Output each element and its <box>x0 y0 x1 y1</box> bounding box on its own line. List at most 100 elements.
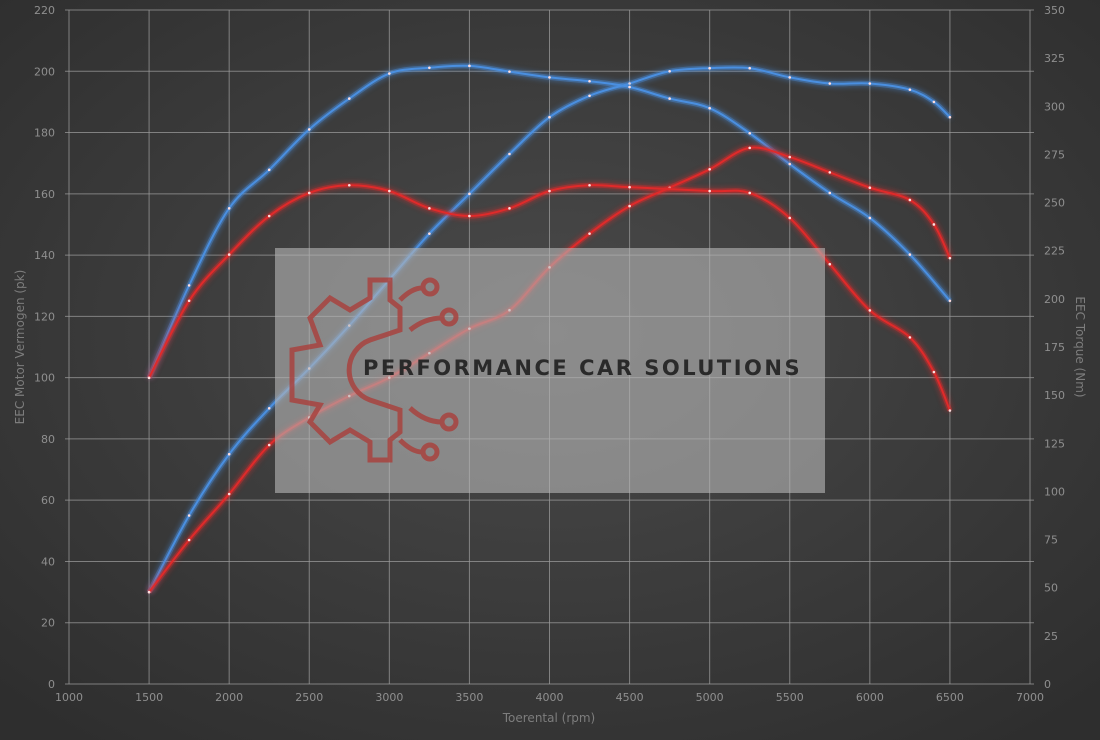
data-point-power_red <box>788 155 792 159</box>
data-point-power_blue <box>628 82 631 85</box>
y-tick-label: 40 <box>41 555 55 568</box>
data-point-power_blue <box>828 82 832 85</box>
data-point-power_blue <box>668 69 671 73</box>
data-point-power_red <box>628 204 631 208</box>
data-point-power_red <box>948 256 952 260</box>
y2-tick-label: 175 <box>1044 341 1065 354</box>
data-point-torque_blue <box>668 97 671 100</box>
data-point-power_red <box>267 443 271 447</box>
gear-logo-icon <box>289 277 459 463</box>
data-point-torque_blue <box>307 128 311 131</box>
watermark: PERFORMANCE CAR SOLUTIONS <box>275 248 825 493</box>
data-point-power_blue <box>428 232 431 235</box>
data-point-power_blue <box>708 66 711 70</box>
data-point-power_blue <box>908 88 912 91</box>
data-point-torque_red <box>468 214 471 218</box>
y-tick-label: 80 <box>41 433 55 446</box>
x-tick-label: 6500 <box>936 691 964 704</box>
y-axis-label: EEC Motor Vermogen (pk) <box>13 270 27 425</box>
y-tick-label: 100 <box>34 372 55 385</box>
y2-tick-label: 125 <box>1044 437 1065 450</box>
data-point-power_red <box>708 168 711 171</box>
x-tick-label: 1500 <box>135 691 163 704</box>
x-tick-label: 2500 <box>295 691 323 704</box>
y2-tick-label: 150 <box>1044 389 1065 402</box>
data-point-power_red <box>147 590 151 594</box>
data-point-torque_blue <box>347 97 351 100</box>
data-point-torque_blue <box>227 207 231 210</box>
data-point-power_blue <box>868 82 872 85</box>
data-point-torque_red <box>588 183 591 187</box>
y2-tick-label: 200 <box>1044 293 1065 306</box>
data-point-torque_blue <box>788 162 792 166</box>
data-point-power_blue <box>187 514 191 517</box>
y-tick-label: 20 <box>41 617 55 630</box>
data-point-torque_blue <box>828 191 832 195</box>
y-tick-label: 120 <box>34 310 55 323</box>
y-tick-label: 200 <box>34 65 55 78</box>
data-point-torque_red <box>788 216 792 220</box>
data-point-torque_red <box>347 183 351 187</box>
data-point-torque_red <box>948 409 952 412</box>
data-point-torque_red <box>548 189 551 193</box>
data-point-torque_blue <box>748 131 752 135</box>
data-point-power_blue <box>788 76 792 79</box>
y-tick-label: 180 <box>34 127 55 140</box>
x-tick-label: 6000 <box>856 691 884 704</box>
data-point-torque_red <box>748 191 752 195</box>
data-point-torque_red <box>868 309 872 312</box>
data-point-power_blue <box>508 152 511 156</box>
data-point-torque_blue <box>588 79 591 83</box>
y2-axis-label: EEC Torque (Nm) <box>1073 296 1087 397</box>
data-point-torque_red <box>828 262 832 266</box>
y2-tick-label: 325 <box>1044 52 1065 65</box>
data-point-power_blue <box>468 192 471 196</box>
y2-tick-label: 100 <box>1044 485 1065 498</box>
axis-ticks: 1000 1500 2000 2500 3000 3500 4000 4500 5000 5500… <box>34 4 1065 704</box>
data-point-power_red <box>828 171 832 174</box>
data-point-torque_blue <box>948 299 952 303</box>
y2-tick-label: 75 <box>1044 534 1058 547</box>
y2-tick-label: 275 <box>1044 148 1065 161</box>
x-tick-label: 1000 <box>55 691 83 704</box>
data-point-torque_red <box>147 376 151 380</box>
y-tick-label: 140 <box>34 249 55 262</box>
data-point-torque_blue <box>187 284 191 287</box>
x-tick-label: 3000 <box>375 691 403 704</box>
data-point-power_red <box>187 538 191 542</box>
data-point-torque_red <box>628 185 631 189</box>
y2-tick-label: 350 <box>1044 4 1065 17</box>
data-point-power_red <box>227 492 231 496</box>
y2-tick-label: 300 <box>1044 100 1065 113</box>
data-point-torque_red <box>932 370 936 374</box>
x-tick-label: 3500 <box>455 691 483 704</box>
data-point-torque_blue <box>388 72 391 75</box>
y2-tick-label: 50 <box>1044 582 1058 595</box>
data-point-torque_blue <box>868 216 872 220</box>
data-point-torque_red <box>267 214 271 218</box>
data-point-torque_blue <box>548 76 551 79</box>
watermark-panel <box>275 248 825 493</box>
data-point-power_blue <box>932 100 936 104</box>
data-point-power_red <box>748 146 752 150</box>
data-point-power_blue <box>267 406 271 410</box>
y2-tick-label: 25 <box>1044 630 1058 643</box>
data-point-torque_red <box>428 207 431 210</box>
x-tick-label: 2000 <box>215 691 243 704</box>
data-point-torque_blue <box>508 70 511 73</box>
data-point-torque_blue <box>267 168 271 172</box>
data-point-torque_blue <box>428 66 431 70</box>
data-point-power_red <box>588 232 591 235</box>
y-tick-label: 0 <box>48 678 55 691</box>
y-tick-label: 60 <box>41 494 55 507</box>
data-point-torque_red <box>187 299 191 303</box>
data-point-power_blue <box>227 452 231 456</box>
y-tick-label: 160 <box>34 188 55 201</box>
data-point-power_blue <box>548 115 551 119</box>
data-point-power_red <box>932 223 936 226</box>
data-point-torque_blue <box>628 85 631 89</box>
data-point-power_blue <box>748 66 752 70</box>
data-point-torque_red <box>227 253 231 256</box>
x-tick-label: 4000 <box>536 691 564 704</box>
